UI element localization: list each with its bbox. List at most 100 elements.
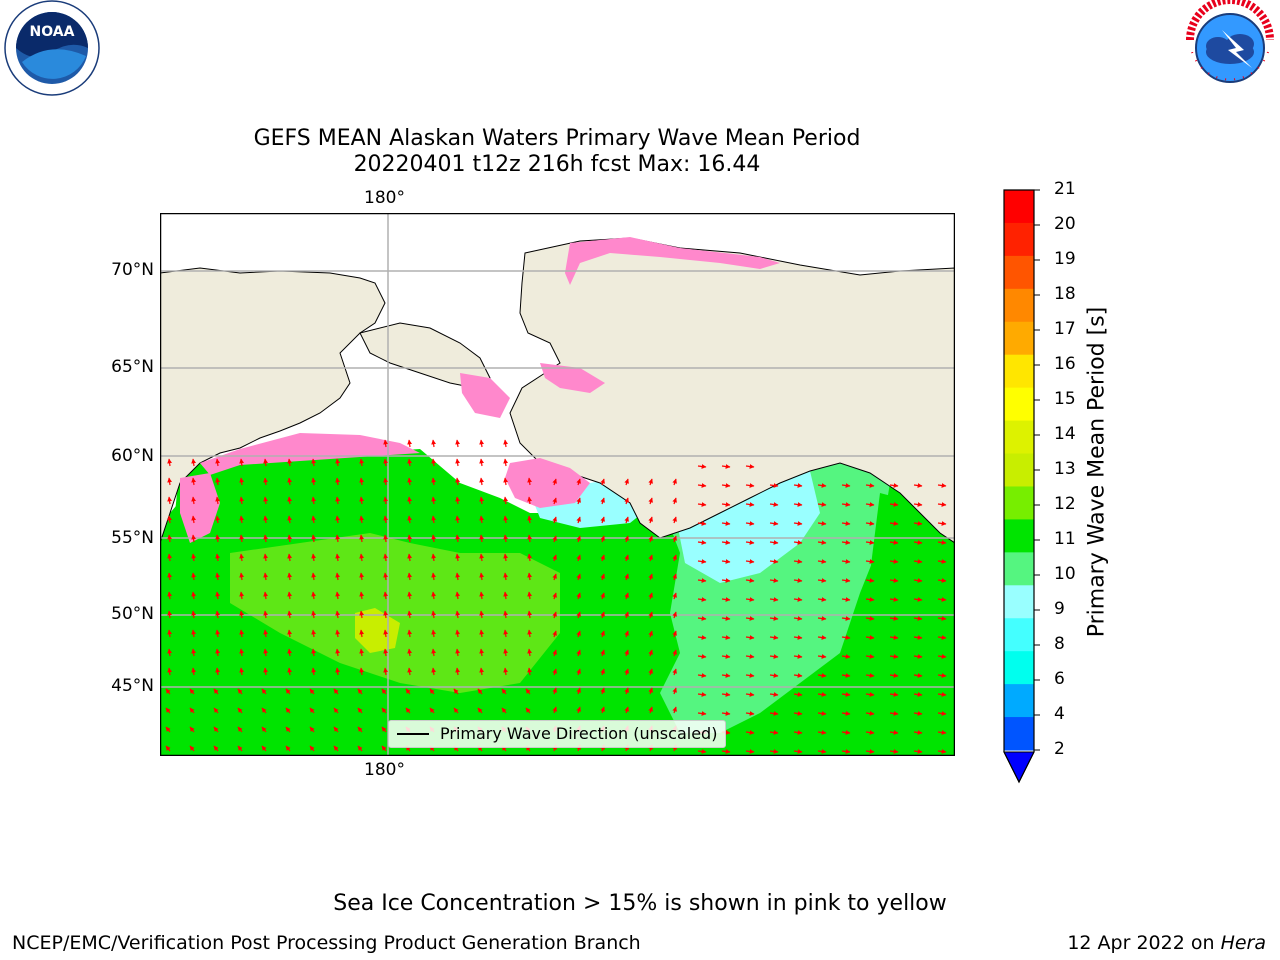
wave-direction-arrow xyxy=(889,749,899,754)
colorbar-segment xyxy=(1004,519,1034,553)
wave-direction-arrow xyxy=(552,706,557,714)
wave-direction-arrow xyxy=(937,673,947,678)
map-legend: Primary Wave Direction (unscaled) xyxy=(388,720,726,748)
wave-direction-arrow xyxy=(841,559,851,564)
wave-direction-arrow xyxy=(648,630,653,638)
wave-direction-arrow xyxy=(793,692,803,697)
wave-direction-arrow xyxy=(769,673,779,678)
colorbar-tick-label: 12 xyxy=(1054,494,1076,514)
sea-ice-north xyxy=(565,237,780,285)
wave-direction-arrow xyxy=(263,610,268,619)
wave-direction-arrow xyxy=(239,572,244,581)
wave-direction-arrow xyxy=(431,534,436,543)
wave-direction-arrow xyxy=(793,635,803,640)
wave-direction-arrow xyxy=(769,578,779,583)
wave-direction-arrow xyxy=(503,553,508,562)
wave-direction-arrow xyxy=(191,629,196,638)
wave-direction-arrow xyxy=(455,458,460,467)
wave-direction-arrow xyxy=(407,629,412,638)
wave-direction-arrow xyxy=(239,610,244,619)
wave-direction-arrow xyxy=(261,688,267,695)
wave-direction-arrow xyxy=(865,521,875,526)
wave-direction-arrow xyxy=(793,521,803,526)
wave-direction-arrow xyxy=(383,572,388,581)
wave-direction-arrow xyxy=(721,673,731,678)
colorbar-tick-label: 21 xyxy=(1054,179,1076,199)
wave-direction-arrow xyxy=(697,502,707,507)
wave-direction-arrow xyxy=(648,535,653,543)
wave-direction-arrow xyxy=(357,707,363,714)
wave-direction-arrow xyxy=(817,597,827,602)
wave-direction-arrow xyxy=(769,597,779,602)
wave-direction-arrow xyxy=(455,572,460,581)
wave-direction-arrow xyxy=(527,572,532,581)
wave-direction-arrow xyxy=(239,477,244,486)
wave-direction-arrow xyxy=(263,648,268,657)
colorbar-tick-label: 18 xyxy=(1054,284,1076,304)
sea-ice-bering-east xyxy=(505,458,590,508)
wave-direction-arrow xyxy=(913,483,923,488)
wave-direction-arrow xyxy=(287,458,292,467)
wave-direction-arrow xyxy=(624,630,629,638)
noaa-logo: NOAA xyxy=(0,0,104,100)
wave-direction-arrow xyxy=(913,654,923,659)
wave-direction-arrow xyxy=(335,629,340,638)
wave-direction-arrow xyxy=(167,629,172,638)
lat-label-60: 60°N xyxy=(111,446,154,466)
wave-direction-arrow xyxy=(213,745,219,752)
wave-direction-arrow xyxy=(865,730,875,735)
wave-direction-arrow xyxy=(167,458,172,467)
wave-direction-arrow xyxy=(311,515,316,524)
wave-direction-arrow xyxy=(697,521,707,526)
wave-direction-arrow xyxy=(167,591,172,600)
wave-direction-arrow xyxy=(672,497,677,505)
wave-direction-arrow xyxy=(913,578,923,583)
wave-direction-arrow xyxy=(552,554,557,562)
wave-direction-arrow xyxy=(576,554,581,562)
wave-direction-arrow xyxy=(191,591,196,600)
wave-direction-arrow xyxy=(239,458,244,467)
wave-direction-arrow xyxy=(793,483,803,488)
wave-direction-arrow xyxy=(383,553,388,562)
wave-direction-arrow xyxy=(407,572,412,581)
wave-direction-arrow xyxy=(648,611,653,619)
wave-direction-arrow xyxy=(576,573,581,581)
wave-direction-arrow xyxy=(913,711,923,716)
wave-direction-arrow xyxy=(769,730,779,735)
wave-direction-arrow xyxy=(865,597,875,602)
wave-direction-arrow xyxy=(865,559,875,564)
wave-direction-arrow xyxy=(889,597,899,602)
wave-direction-arrow xyxy=(455,553,460,562)
wave-direction-arrow xyxy=(913,559,923,564)
wave-direction-arrow xyxy=(431,572,436,581)
wave-direction-arrow xyxy=(889,616,899,621)
colorbar-tick-label: 16 xyxy=(1054,354,1076,374)
wave-direction-arrow xyxy=(261,707,267,714)
wave-direction-arrow xyxy=(407,591,412,600)
colorbar-segment xyxy=(1004,354,1034,389)
wave-direction-arrow xyxy=(503,629,508,638)
wave-direction-arrow xyxy=(455,534,460,543)
wave-direction-arrow xyxy=(335,534,340,543)
wave-direction-arrow xyxy=(263,667,268,676)
sea-ice-norton xyxy=(460,373,510,418)
wave-direction-arrow xyxy=(479,667,484,676)
wave-direction-arrow xyxy=(431,610,436,619)
wave-direction-arrow xyxy=(793,711,803,716)
colorbar-tick-label: 15 xyxy=(1054,389,1076,409)
wave-direction-arrow xyxy=(261,745,267,752)
wave-direction-arrow xyxy=(576,630,581,638)
wave-direction-arrow xyxy=(359,458,364,467)
wave-direction-arrow xyxy=(525,688,531,695)
wave-direction-arrow xyxy=(648,554,653,562)
wave-direction-arrow xyxy=(745,483,755,488)
wave-direction-arrow xyxy=(431,458,436,467)
wave-direction-arrow xyxy=(576,592,581,600)
wave-direction-arrow xyxy=(624,592,629,600)
colorbar-label: Primary Wave Mean Period [s] xyxy=(1084,306,1110,638)
wave-direction-arrow xyxy=(431,591,436,600)
wave-direction-arrow xyxy=(913,521,923,526)
wave-direction-arrow xyxy=(697,540,707,545)
wave-direction-arrow xyxy=(600,687,605,695)
wave-direction-arrow xyxy=(213,688,219,695)
